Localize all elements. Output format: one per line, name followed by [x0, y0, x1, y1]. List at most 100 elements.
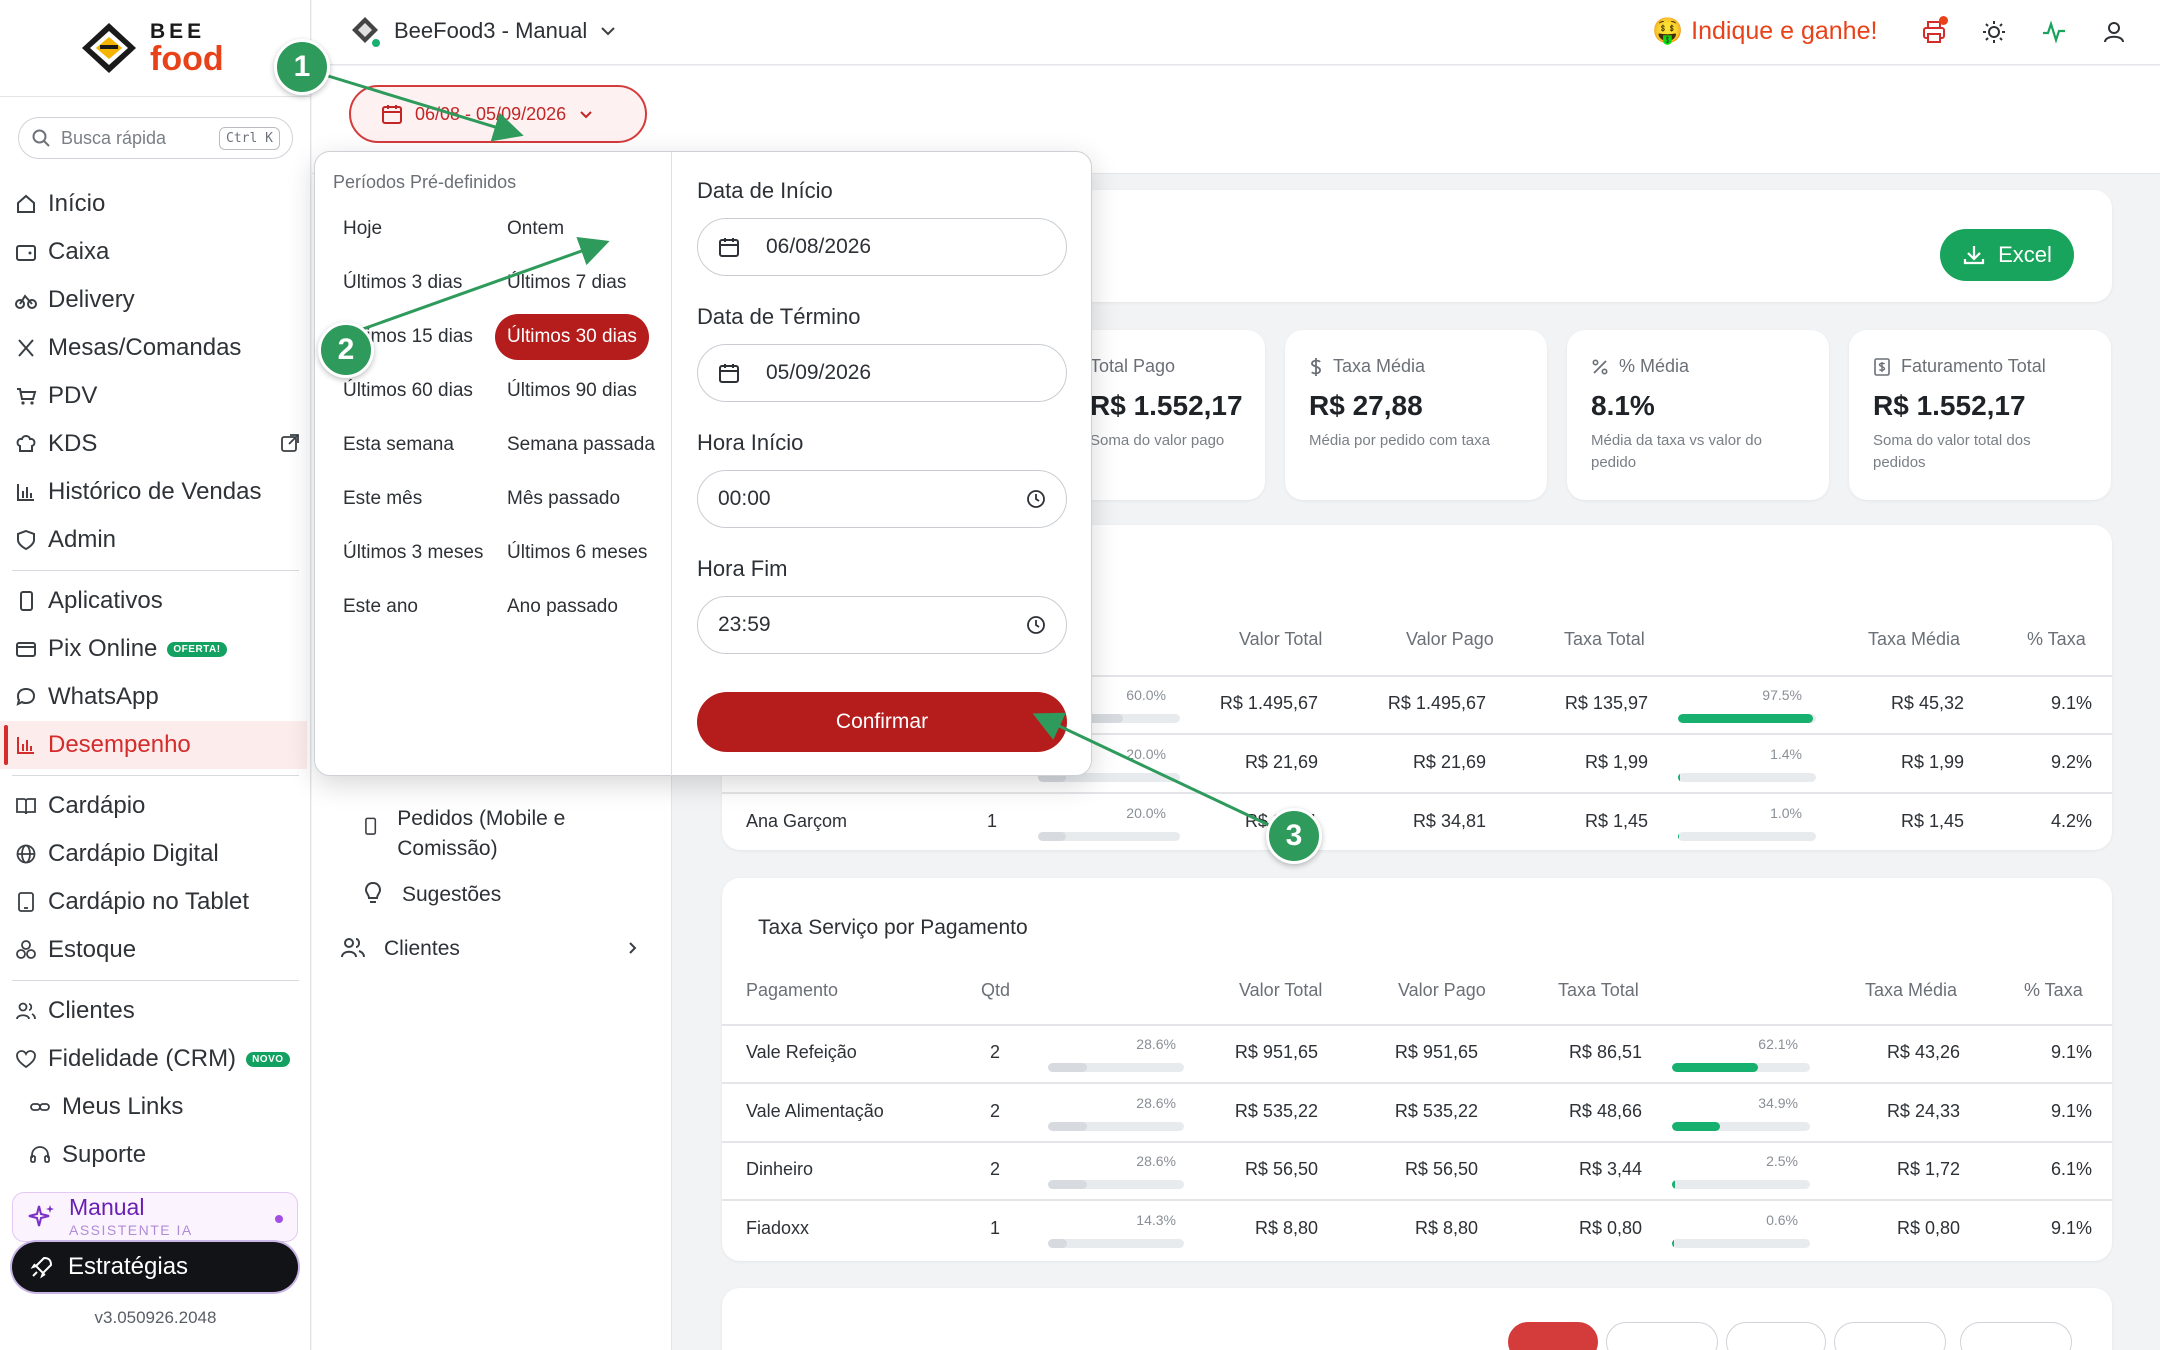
qtd-bar-fill [1048, 1122, 1087, 1131]
sidebar-item-cardapio-tablet[interactable]: Cardápio no Tablet [0, 878, 311, 926]
sidebar-item-aplicativos[interactable]: Aplicativos [0, 577, 311, 625]
wallet-icon [14, 240, 38, 264]
sidebar-item-caixa[interactable]: Caixa [0, 228, 311, 276]
divider [12, 980, 299, 981]
sidebar-item-desempenho[interactable]: Desempenho [0, 721, 307, 769]
user-menu-button[interactable] [2098, 16, 2130, 48]
referral-link[interactable]: 🤑 Indique e ganhe! [1652, 17, 1877, 46]
sidebar-item-admin[interactable]: Admin [0, 516, 311, 564]
taxa-media: R$ 45,32 [1890, 693, 1964, 713]
start-date-value: 06/08/2026 [766, 235, 872, 258]
bar-chart-icon [14, 480, 38, 504]
strategies-button[interactable]: Estratégias [12, 1242, 298, 1292]
report-item-pedidos[interactable]: Pedidos (Mobile e Comissão) [362, 804, 612, 864]
brand-logo[interactable]: BEE food [78, 18, 248, 78]
sidebar: BEE food Busca rápida Ctrl K Início Caix… [0, 0, 311, 1350]
column-header: Valor Pago [1398, 980, 1486, 1000]
time-start-field[interactable]: 00:00 [697, 470, 1067, 528]
preset-option[interactable]: Últimos 7 dias [507, 272, 627, 293]
report-item-clientes[interactable]: Clientes [340, 934, 640, 964]
sidebar-item-mesas[interactable]: Mesas/Comandas [0, 324, 311, 372]
stat-card-faturamento: Faturamento Total R$ 1.552,17 Soma do va… [1849, 330, 2111, 500]
sidebar-item-suporte[interactable]: Suporte [0, 1131, 311, 1179]
export-excel-button[interactable]: Excel [1940, 229, 2074, 281]
printer-button[interactable] [1918, 16, 1950, 48]
preset-option[interactable]: Mês passado [507, 488, 621, 509]
sidebar-item-inicio[interactable]: Início [0, 180, 311, 228]
sidebar-item-meus-links[interactable]: Meus Links [0, 1083, 311, 1131]
sidebar-item-fidelidade[interactable]: Fidelidade (CRM) NOVO [0, 1035, 311, 1083]
column-header: % Taxa [2024, 980, 2083, 1000]
end-date-field[interactable]: 05/09/2026 [697, 344, 1067, 402]
preset-option[interactable]: Hoje [343, 218, 383, 239]
row-name[interactable]: Ana Garçom [746, 811, 848, 831]
taxa-bar-fill [1672, 1180, 1676, 1189]
filter-tab-active[interactable] [1508, 1322, 1598, 1350]
preset-option[interactable]: Últimos 30 dias [495, 314, 649, 360]
stat-label-row: % Média [1591, 356, 1689, 377]
time-end-field[interactable]: 23:59 [697, 596, 1067, 654]
activity-button[interactable] [2038, 16, 2070, 48]
preset-option[interactable]: Este ano [343, 596, 418, 617]
receipt-icon [1874, 357, 1890, 376]
sidebar-item-estoque[interactable]: Estoque [0, 926, 311, 974]
sidebar-item-cardapio[interactable]: Cardápio [0, 782, 311, 830]
sidebar-item-historico[interactable]: Histórico de Vendas [0, 468, 311, 516]
heart-icon [14, 1047, 38, 1071]
column-header: Taxa Média [1865, 980, 1958, 1000]
theme-toggle[interactable] [1978, 16, 2010, 48]
sidebar-item-cardapio-digital[interactable]: Cardápio Digital [0, 830, 311, 878]
preset-option[interactable]: Ontem [507, 218, 565, 239]
time-start-value: 00:00 [718, 487, 771, 510]
sidebar-item-whatsapp[interactable]: WhatsApp [0, 673, 311, 721]
valor-pago: R$ 34,81 [1412, 811, 1486, 831]
date-range-button[interactable]: 06/08 - 05/09/2026 [349, 85, 647, 143]
dollar-icon [1311, 357, 1321, 376]
sidebar-item-delivery[interactable]: Delivery [0, 276, 311, 324]
stat-label: % Média [1619, 356, 1690, 376]
annotation-marker-3: 3 [1266, 808, 1322, 864]
quick-search[interactable]: Busca rápida Ctrl K [18, 117, 293, 159]
offer-badge: OFERTA! [167, 641, 227, 657]
end-date-label: Data de Término [697, 304, 861, 329]
preset-option[interactable]: Últimos 90 dias [507, 380, 637, 401]
preset-option[interactable]: Últimos 3 meses [343, 542, 484, 563]
sidebar-item-kds[interactable]: KDS [0, 420, 311, 468]
preset-option[interactable]: Ano passado [507, 596, 618, 617]
percent-taxa: 6.1% [2050, 1159, 2092, 1179]
percent-taxa: 9.1% [2050, 693, 2092, 713]
filter-tab[interactable] [1726, 1322, 1826, 1350]
report-item-label: Pedidos (Mobile e Comissão) [397, 807, 566, 860]
filter-tab[interactable] [1834, 1322, 1946, 1350]
sun-icon [1983, 21, 2005, 43]
sidebar-item-label: Mesas/Comandas [48, 334, 242, 361]
user-icon [2104, 22, 2124, 43]
sidebar-item-pdv[interactable]: PDV [0, 372, 311, 420]
preset-option[interactable]: Últimos 60 dias [343, 380, 473, 401]
activity-icon [2043, 20, 2065, 44]
sidebar-item-pix[interactable]: Pix Online OFERTA! [0, 625, 311, 673]
sidebar-item-clientes[interactable]: Clientes [0, 987, 311, 1035]
annotation-marker-2: 2 [318, 322, 374, 378]
taxa-percent: 97.5% [1762, 687, 1802, 703]
start-date-field[interactable]: 06/08/2026 [697, 218, 1067, 276]
stat-label-row: Taxa Média [1309, 356, 1425, 377]
taxa-media: R$ 0,80 [1896, 1218, 1960, 1238]
preset-option[interactable]: Últimos 3 dias [343, 272, 463, 293]
row-qtd: 2 [990, 1101, 1001, 1121]
preset-option[interactable]: Este mês [343, 488, 423, 509]
external-link-icon[interactable] [279, 432, 301, 454]
store-selector[interactable]: BeeFood3 - Manual [348, 14, 617, 49]
filter-tab[interactable] [1960, 1322, 2072, 1350]
confirm-button[interactable]: Confirmar [697, 692, 1067, 752]
ai-assistant-button[interactable]: Manual ASSISTENTE IA [12, 1192, 298, 1242]
calendar-icon [719, 238, 739, 257]
taxa-bar-track [1672, 1122, 1810, 1131]
preset-option[interactable]: Últimos 6 meses [507, 542, 648, 563]
preset-option[interactable]: Semana passada [507, 434, 655, 455]
sidebar-item-label: Histórico de Vendas [48, 478, 262, 505]
filter-tab[interactable] [1606, 1322, 1718, 1350]
report-item-sugestoes[interactable]: Sugestões [362, 880, 501, 910]
bike-icon [14, 288, 38, 312]
preset-option[interactable]: Esta semana [343, 434, 454, 455]
